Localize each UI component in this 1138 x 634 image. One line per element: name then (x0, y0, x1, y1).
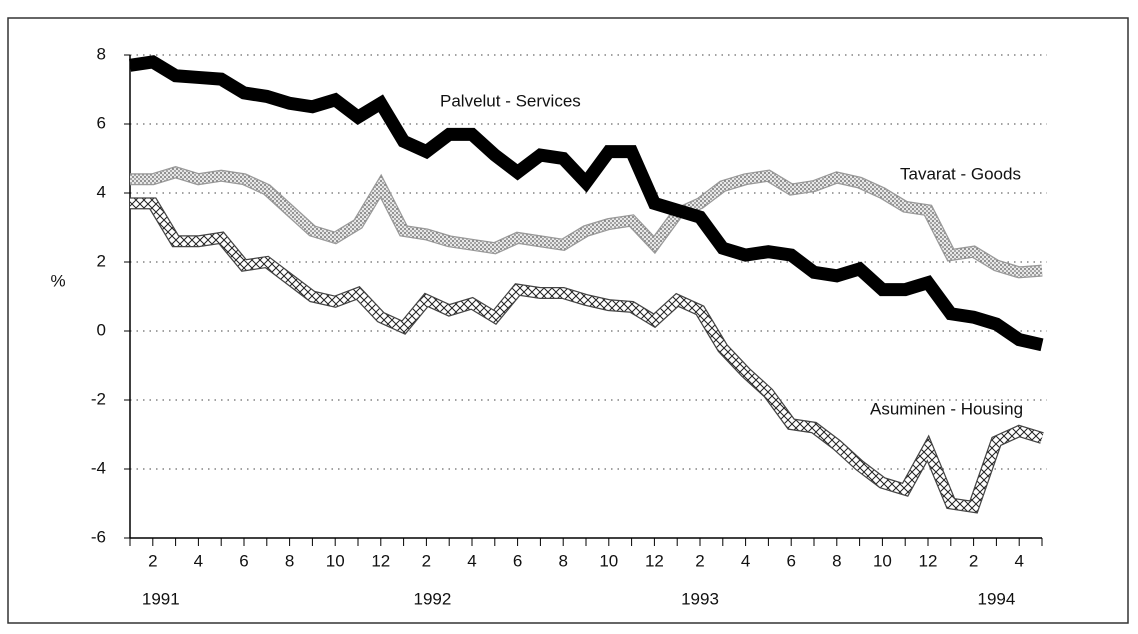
x-tick-label: 10 (873, 551, 892, 570)
x-tick-label: 6 (786, 551, 795, 570)
x-tick-label: 10 (599, 551, 618, 570)
x-tick-label: 4 (194, 551, 203, 570)
x-tick-label: 4 (741, 551, 750, 570)
x-tick-label: 2 (969, 551, 978, 570)
y-tick-label: 0 (97, 320, 106, 339)
year-label: 1994 (977, 589, 1015, 608)
x-tick-label: 8 (558, 551, 567, 570)
x-tick-label: 2 (695, 551, 704, 570)
year-label: 1993 (681, 589, 719, 608)
y-tick-label: 6 (97, 113, 106, 132)
y-tick-label: -4 (91, 458, 106, 477)
x-tick-label: 12 (371, 551, 390, 570)
x-tick-label: 8 (285, 551, 294, 570)
y-tick-label: -6 (91, 527, 106, 546)
x-tick-label: 12 (645, 551, 664, 570)
y-tick-label: 8 (97, 44, 106, 63)
series-line-outline (130, 197, 1044, 514)
x-tick-label: 2 (422, 551, 431, 570)
y-axis-label: % (50, 271, 65, 290)
series-label: Asuminen - Housing (870, 399, 1023, 418)
y-tick-label: 4 (97, 182, 106, 201)
year-label: 1991 (142, 589, 180, 608)
x-tick-label: 4 (467, 551, 476, 570)
series-label: Tavarat - Goods (900, 164, 1021, 183)
series-line (130, 167, 1043, 278)
x-tick-label: 8 (832, 551, 841, 570)
y-tick-label: -2 (91, 389, 106, 408)
y-tick-label: 2 (97, 251, 106, 270)
frame (7, 17, 1129, 624)
x-tick-label: 12 (919, 551, 938, 570)
x-tick-label: 2 (148, 551, 157, 570)
x-tick-label: 6 (239, 551, 248, 570)
year-label: 1992 (413, 589, 451, 608)
series-line (130, 198, 1044, 513)
x-tick-label: 6 (513, 551, 522, 570)
x-tick-label: 10 (326, 551, 345, 570)
x-tick-label: 4 (1014, 551, 1023, 570)
series-label: Palvelut - Services (440, 91, 581, 110)
series-line (129, 55, 1044, 352)
